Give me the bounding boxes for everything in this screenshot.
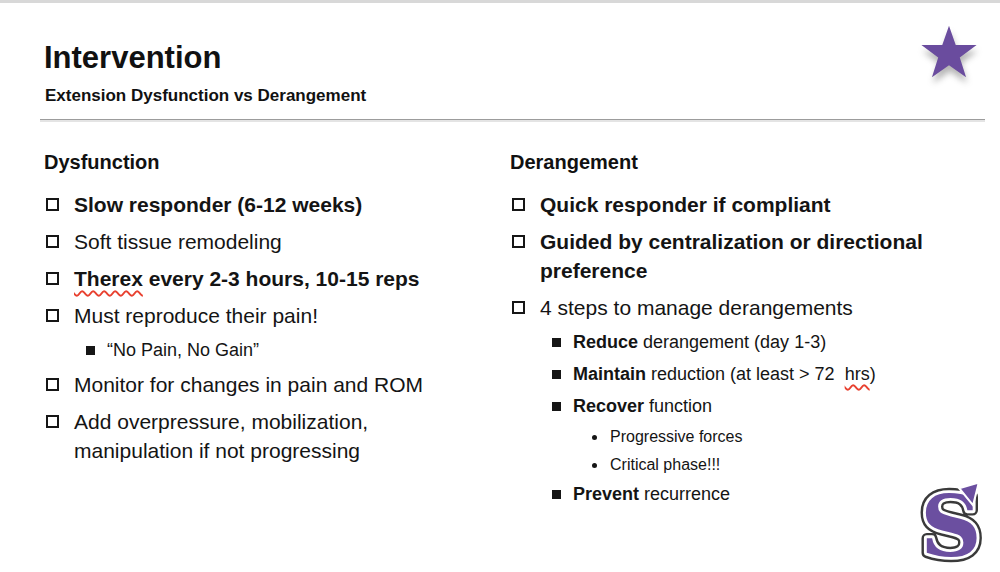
bullet-square-filled-icon xyxy=(552,338,561,347)
text-segment: “No Pain, No Gain” xyxy=(107,340,259,360)
bullet-square-filled-icon xyxy=(86,346,95,355)
list-item: 4 steps to manage derangements xyxy=(510,293,978,322)
list-item: Quick responder if compliant xyxy=(510,190,978,219)
text-segment: Slow responder (6-12 weeks) xyxy=(74,193,362,216)
list-item-text: Add overpressure, mobilization, manipula… xyxy=(74,407,368,465)
slide-subtitle: Extension Dysfunction vs Derangement xyxy=(45,85,366,107)
bullet-square-outline-icon xyxy=(512,198,525,211)
s-logo: S S S xyxy=(910,480,992,570)
list-item: Monitor for changes in pain and ROM xyxy=(44,370,494,399)
spellcheck-flagged-text: Therex xyxy=(74,267,143,290)
text-segment: every 2-3 hours, 10-15 reps xyxy=(143,267,420,290)
bullet-square-filled-icon xyxy=(552,490,561,499)
list-item-text: Slow responder (6-12 weeks) xyxy=(74,190,362,219)
bullet-square-outline-icon xyxy=(512,235,525,248)
text-segment: Quick responder if compliant xyxy=(540,193,831,216)
column-derangement: Derangement Quick responder if compliant… xyxy=(510,150,978,514)
bullet-square-filled-icon xyxy=(552,370,561,379)
list-item: Maintain reduction (at least > 72 hrs) xyxy=(552,362,978,387)
spellcheck-flagged-text: hrs xyxy=(845,364,870,384)
text-segment: reduction (at least > 72 xyxy=(646,364,845,384)
list-item-text: “No Pain, No Gain” xyxy=(107,338,259,363)
text-segment: Maintain xyxy=(573,364,646,384)
list-item: Therex every 2-3 hours, 10-15 reps xyxy=(44,264,494,293)
list-item: Critical phase!!! xyxy=(592,454,978,476)
star-shape xyxy=(921,26,976,78)
text-segment: Recover xyxy=(573,396,644,416)
list-item-text: Soft tissue remodeling xyxy=(74,227,282,256)
text-segment: Soft tissue remodeling xyxy=(74,230,282,253)
list-item-text: Guided by centralization or directional … xyxy=(540,227,923,285)
text-segment: Critical phase!!! xyxy=(610,456,720,473)
list-item: Soft tissue remodeling xyxy=(44,227,494,256)
list-item-text: Quick responder if compliant xyxy=(540,190,831,219)
column-heading: Derangement xyxy=(510,150,978,174)
list-item-text: Maintain reduction (at least > 72 hrs) xyxy=(573,362,876,387)
star-icon xyxy=(920,24,978,82)
list-item: Must reproduce their pain! xyxy=(44,301,494,330)
bullet-square-filled-icon xyxy=(552,402,561,411)
bullet-square-outline-icon xyxy=(46,415,59,428)
list-item: Guided by centralization or directional … xyxy=(510,227,978,285)
list-item-text: Progressive forces xyxy=(610,426,743,448)
list-item-text: Therex every 2-3 hours, 10-15 reps xyxy=(74,264,420,293)
list-item-text: Prevent recurrence xyxy=(573,482,730,507)
text-segment: Must reproduce their pain! xyxy=(74,304,318,327)
presentation-slide: Intervention Extension Dysfunction vs De… xyxy=(0,0,1000,572)
header-divider xyxy=(40,119,985,122)
bullet-square-outline-icon xyxy=(512,301,525,314)
bullet-list: Slow responder (6-12 weeks) Soft tissue r… xyxy=(44,190,494,465)
text-segment: Add overpressure, mobilization, manipula… xyxy=(74,410,368,462)
list-item-text: Monitor for changes in pain and ROM xyxy=(74,370,423,399)
list-item-text: Critical phase!!! xyxy=(610,454,720,476)
bullet-square-outline-icon xyxy=(46,272,59,285)
bullet-dot-icon xyxy=(592,463,597,468)
list-item-text: Must reproduce their pain! xyxy=(74,301,318,330)
bullet-dot-icon xyxy=(592,435,597,440)
list-item-text: 4 steps to manage derangements xyxy=(540,293,853,322)
text-segment: Progressive forces xyxy=(610,428,743,445)
list-item-text: Reduce derangement (day 1-3) xyxy=(573,330,826,355)
text-segment: 4 steps to manage derangements xyxy=(540,296,853,319)
text-segment: function xyxy=(644,396,712,416)
text-segment: ) xyxy=(870,364,876,384)
slide-title: Intervention xyxy=(44,38,221,78)
text-segment: Reduce xyxy=(573,332,638,352)
list-item: “No Pain, No Gain” xyxy=(86,338,494,363)
text-segment: Guided by centralization or directional … xyxy=(540,230,923,282)
list-item: Add overpressure, mobilization, manipula… xyxy=(44,407,494,465)
list-item: Slow responder (6-12 weeks) xyxy=(44,190,494,219)
text-segment: derangement (day 1-3) xyxy=(638,332,826,352)
text-segment: Monitor for changes in pain and ROM xyxy=(74,373,423,396)
column-heading: Dysfunction xyxy=(44,150,494,174)
list-item: Recover function xyxy=(552,394,978,419)
bullet-list: Quick responder if compliant Guided by ce… xyxy=(510,190,978,507)
bullet-square-outline-icon xyxy=(46,198,59,211)
bullet-square-outline-icon xyxy=(46,378,59,391)
column-dysfunction: Dysfunction Slow responder (6-12 weeks)S… xyxy=(44,150,494,473)
list-item: Progressive forces xyxy=(592,426,978,448)
bullet-square-outline-icon xyxy=(46,235,59,248)
list-item: Reduce derangement (day 1-3) xyxy=(552,330,978,355)
top-edge-bar xyxy=(0,0,1000,3)
text-segment: recurrence xyxy=(639,484,730,504)
text-segment: Prevent xyxy=(573,484,639,504)
list-item-text: Recover function xyxy=(573,394,712,419)
bullet-square-outline-icon xyxy=(46,309,59,322)
